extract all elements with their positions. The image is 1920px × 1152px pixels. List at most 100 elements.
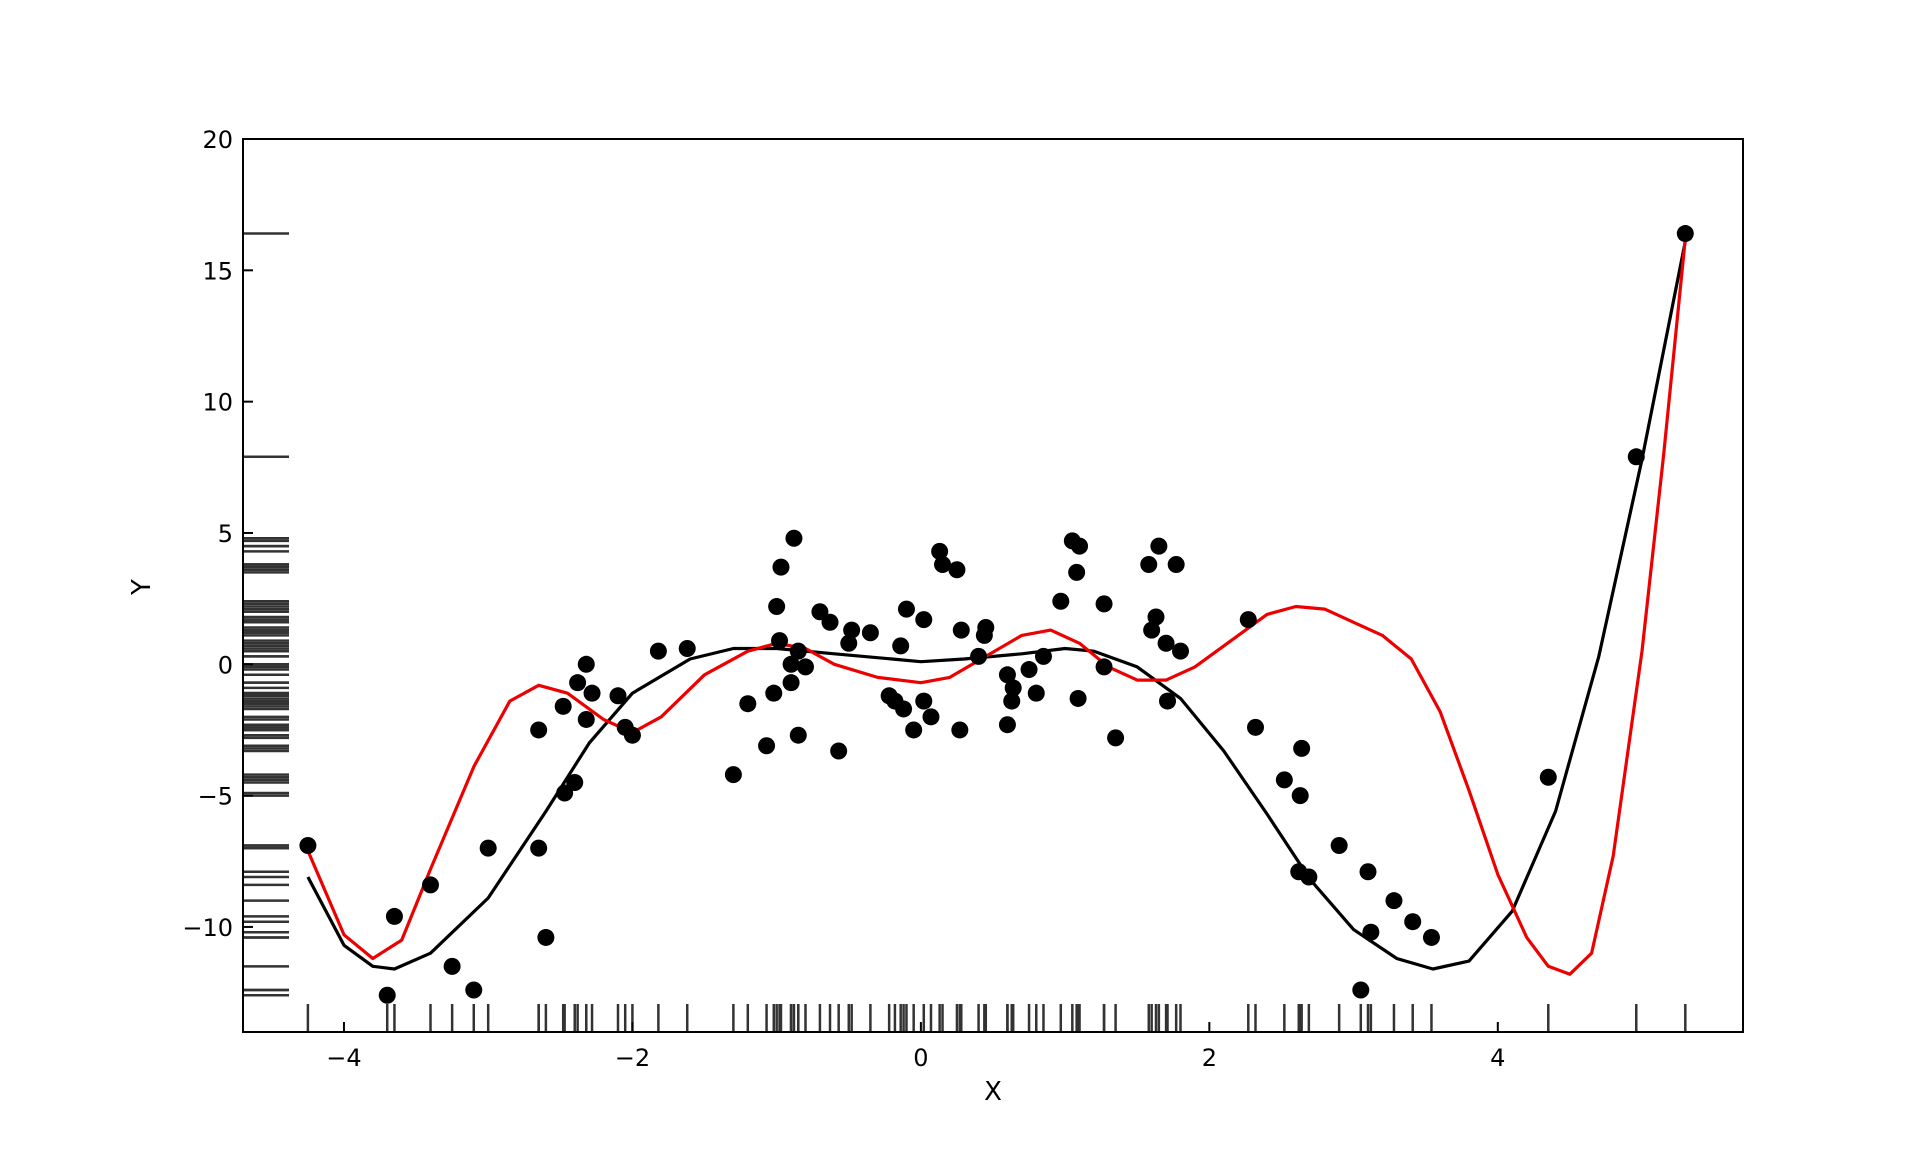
data-point xyxy=(1300,868,1318,886)
data-point xyxy=(1143,621,1161,639)
data-point xyxy=(934,555,952,573)
data-point xyxy=(556,784,574,802)
data-point xyxy=(1291,787,1309,805)
y-axis-label: Y xyxy=(127,579,157,596)
x-tick-label: 4 xyxy=(1490,1044,1505,1072)
data-point xyxy=(1385,892,1403,910)
data-point xyxy=(479,839,497,857)
data-point xyxy=(772,558,790,576)
y-tick-label: 15 xyxy=(202,257,233,285)
data-point xyxy=(970,647,988,665)
data-point xyxy=(1020,661,1038,679)
fit-curves xyxy=(306,238,1687,976)
data-point xyxy=(1159,692,1177,710)
data-point xyxy=(554,697,572,715)
data-point xyxy=(1068,563,1086,581)
data-point xyxy=(951,721,969,739)
data-point xyxy=(378,986,396,1004)
data-point xyxy=(1157,634,1175,652)
data-point xyxy=(830,742,848,760)
data-point xyxy=(915,611,933,629)
data-point xyxy=(1034,647,1052,665)
data-point xyxy=(422,876,439,894)
data-point xyxy=(892,637,910,655)
data-point xyxy=(385,907,403,925)
data-point xyxy=(1676,225,1694,243)
black-fit-curve xyxy=(306,241,1687,971)
data-point xyxy=(905,721,923,739)
data-point xyxy=(1003,692,1021,710)
data-point xyxy=(1027,684,1045,702)
data-point xyxy=(623,726,641,744)
data-point xyxy=(821,613,839,631)
x-rug xyxy=(306,1004,1687,1032)
data-point xyxy=(1095,595,1113,613)
data-point xyxy=(1275,771,1293,789)
data-point xyxy=(1167,555,1185,573)
y-tick-label: −5 xyxy=(198,783,233,811)
data-point xyxy=(797,658,814,676)
data-point xyxy=(785,529,803,547)
data-point xyxy=(1052,592,1070,610)
x-axis-label: X xyxy=(984,1077,1002,1107)
data-point xyxy=(771,632,789,650)
data-point xyxy=(1539,768,1557,786)
data-point xyxy=(465,981,483,999)
data-point xyxy=(758,737,776,755)
data-point xyxy=(1172,642,1189,660)
data-point xyxy=(609,687,627,705)
data-point xyxy=(977,619,995,637)
data-point xyxy=(811,603,829,621)
data-point xyxy=(1362,923,1380,941)
data-point xyxy=(931,542,949,560)
data-point xyxy=(649,642,667,660)
data-point xyxy=(566,773,584,791)
data-point xyxy=(1147,608,1165,626)
data-point xyxy=(583,684,601,702)
data-point xyxy=(577,655,595,673)
x-tick-label: 2 xyxy=(1202,1044,1217,1072)
y-tick-label: −10 xyxy=(182,914,233,942)
y-tick-label: 10 xyxy=(202,389,233,417)
data-point xyxy=(443,957,461,975)
data-point xyxy=(840,634,858,652)
data-point xyxy=(1095,658,1113,676)
red-fit-curve xyxy=(306,238,1687,976)
data-point xyxy=(1239,611,1257,629)
plot-frame xyxy=(242,138,1744,1033)
data-point xyxy=(915,692,933,710)
data-point xyxy=(537,928,555,946)
data-point xyxy=(1627,448,1645,466)
data-point xyxy=(1359,863,1377,881)
data-point xyxy=(569,674,587,692)
data-point xyxy=(739,695,757,713)
data-point xyxy=(952,621,970,639)
x-tick-label: −2 xyxy=(615,1044,650,1072)
y-rug xyxy=(243,232,289,997)
data-point xyxy=(789,726,807,744)
data-point xyxy=(724,766,742,784)
data-point xyxy=(299,837,317,855)
y-tick-label: 20 xyxy=(202,126,233,154)
data-point xyxy=(577,710,595,728)
data-point xyxy=(765,684,783,702)
y-tick-label: 5 xyxy=(218,520,233,548)
data-point xyxy=(678,640,696,658)
data-point xyxy=(1247,718,1264,736)
x-tick-label: −4 xyxy=(326,1044,361,1072)
data-point xyxy=(897,600,915,618)
data-point xyxy=(895,700,913,718)
data-point xyxy=(789,642,807,660)
y-axis-ticks: −10 −5 0 5 10 15 20 xyxy=(182,126,253,942)
data-point xyxy=(922,708,940,726)
data-point xyxy=(1140,555,1158,573)
x-tick-label: 0 xyxy=(913,1044,928,1072)
data-point xyxy=(782,655,800,673)
y-tick-label: 0 xyxy=(218,651,233,679)
data-point xyxy=(948,561,966,579)
data-point xyxy=(861,624,879,642)
data-point xyxy=(1107,729,1125,747)
data-point xyxy=(998,666,1016,684)
data-point xyxy=(1004,679,1022,697)
